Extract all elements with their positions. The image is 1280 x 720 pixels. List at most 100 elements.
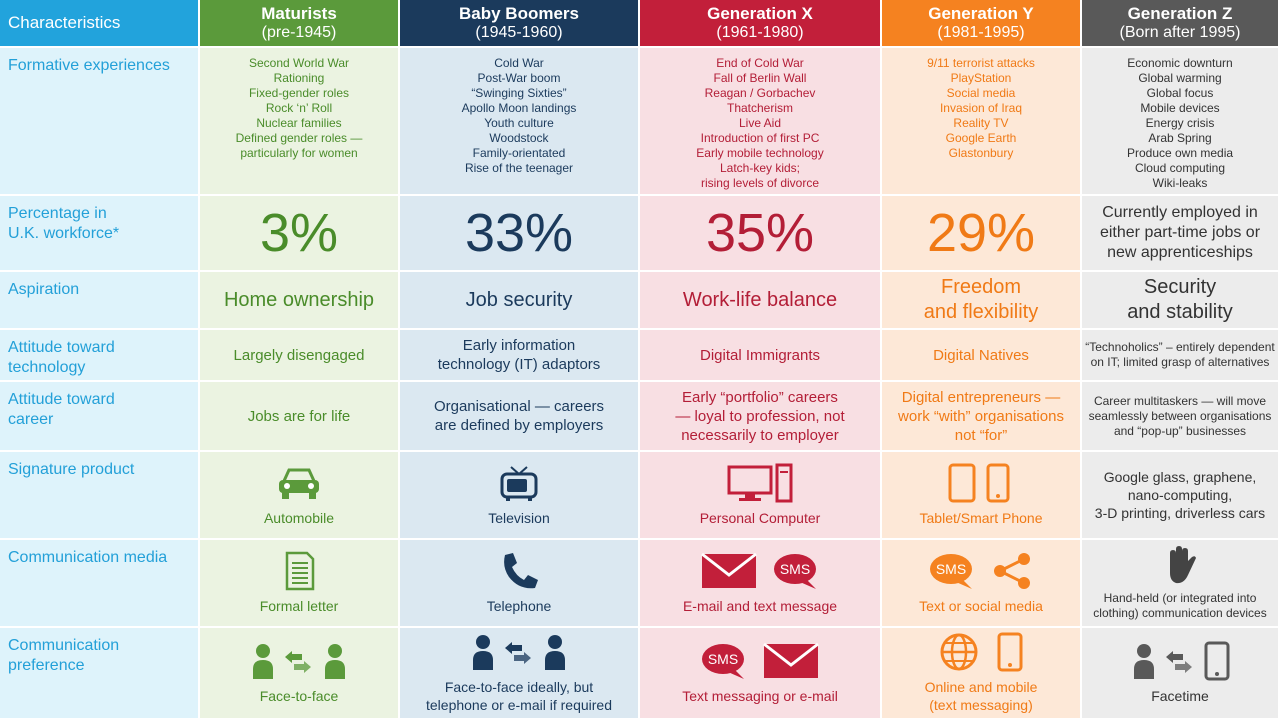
cell-text: Youth culture: [484, 116, 554, 130]
icon-group: [497, 463, 541, 503]
icon-group: SMS: [700, 641, 820, 681]
icon: [1134, 641, 1230, 681]
icon-group: [277, 551, 321, 591]
cell-text: Apollo Moon landings: [461, 101, 577, 115]
generation-period: (1961-1980): [716, 24, 804, 41]
icon: SMS: [930, 554, 972, 589]
cell-text: Work-life balance: [682, 288, 838, 311]
icon: [763, 642, 819, 678]
icon: [309, 492, 316, 499]
icon: [956, 579, 972, 589]
cell-text: particularly for women: [240, 146, 358, 160]
cell-text: Mobile devices: [1140, 101, 1220, 115]
table-cell: SMS E-mail and text message: [640, 540, 882, 628]
cell-text: 35%: [705, 203, 815, 263]
cell-text: Global focus: [1146, 86, 1214, 100]
icon: [701, 552, 757, 577]
cell-text: Produce own media: [1126, 146, 1234, 160]
icon: [1018, 553, 1030, 565]
cell-text: Post-War boom: [477, 71, 561, 85]
icon: [505, 642, 522, 654]
generation-period: (1981-1995): [937, 24, 1025, 41]
cell-text: Reagan / Gorbachev: [704, 86, 816, 100]
table-cell: 33%: [400, 196, 640, 272]
cell-text: and “pop-up” businesses: [1113, 423, 1247, 438]
header-cell: Generation X (1961-1980): [640, 0, 882, 48]
icon: [986, 463, 1010, 503]
row-label: Communication: [8, 637, 120, 654]
cell-text: Social media: [946, 86, 1016, 100]
cell-text: Rock ‘n’ Roll: [265, 101, 333, 115]
cell-text: Jobs are for life: [247, 407, 351, 425]
table-cell: Security and stability: [1082, 272, 1280, 330]
table-cell: Face-to-face ideally, but telephone or e-…: [400, 628, 640, 720]
cell-text: Rise of the teenager: [464, 161, 574, 175]
cell-text: Currently employed in: [1102, 204, 1258, 221]
table-cell: Job security: [400, 272, 640, 330]
row-label-cell: Communication preference: [0, 628, 200, 720]
icon-group: [727, 463, 793, 503]
icon-group: [1130, 641, 1230, 681]
icon: [284, 483, 290, 489]
icon-group: [937, 632, 1025, 672]
icon: [1215, 672, 1219, 676]
table-cell: Economic downturn Global warming Global fo…: [1082, 48, 1280, 196]
cell-text: Fall of Berlin Wall: [713, 71, 807, 85]
icon: [994, 553, 1030, 589]
cell-text: Second World War: [248, 56, 350, 70]
cell-text: “Technoholics” – entirely dependent: [1085, 340, 1275, 354]
row-label: U.K. workforce*: [8, 225, 120, 242]
cell-text: — loyal to profession, not: [675, 407, 845, 425]
icon: [545, 651, 565, 670]
icon-group: [1158, 545, 1202, 585]
table-cell: “Technoholics” – entirely dependent on IT…: [1082, 330, 1280, 382]
cell-text: Facetime: [1151, 688, 1209, 704]
cell-text: Invasion of Iraq: [939, 101, 1023, 115]
cell-text: and flexibility: [923, 301, 1039, 323]
icon: [728, 669, 744, 679]
cell-text: “Swinging Sixties”: [471, 86, 567, 100]
cell-text: Google Earth: [945, 131, 1017, 145]
icon: [774, 554, 816, 584]
icon-group: [469, 632, 569, 672]
cell-text: Google glass, graphene,: [1103, 469, 1257, 485]
cell-text: Freedom: [940, 276, 1022, 298]
icon-group: [946, 463, 1016, 503]
table-cell: Career multitaskers — will move seamlessl…: [1082, 382, 1280, 452]
cell-text: 3-D printing, driverless cars: [1094, 505, 1266, 521]
icon: [279, 468, 319, 499]
generation-name: Generation Y: [928, 4, 1034, 23]
cell-text: Text or social media: [919, 598, 1043, 614]
icon: [504, 553, 538, 589]
row-label: Communication media: [8, 549, 168, 566]
icon: [279, 480, 319, 493]
icon: [948, 463, 1010, 503]
table-cell: End of Cold War Fall of Berlin Wall Reagan…: [640, 48, 882, 196]
table-cell: Face-to-face: [200, 628, 400, 720]
table-cell: Jobs are for life: [200, 382, 400, 452]
cell-text: Television: [488, 510, 550, 526]
table-cell: Tablet/Smart Phone: [882, 452, 1082, 540]
table-cell: Largely disengaged: [200, 330, 400, 382]
icon: SMS: [774, 554, 816, 589]
icon: [500, 472, 538, 499]
generation-name: Generation X: [707, 4, 813, 23]
generation-name: Generation Z: [1127, 4, 1233, 23]
table-cell: Telephone: [400, 540, 640, 628]
generation-period: (pre-1945): [261, 24, 337, 41]
cell-text: Face-to-face: [259, 688, 339, 704]
cell-text: E-mail and text message: [682, 598, 838, 614]
cell-text: Early information: [462, 337, 576, 354]
cell-text: Home ownership: [223, 288, 375, 311]
icon: [473, 635, 565, 670]
icon: [745, 493, 755, 498]
icon: [528, 497, 532, 501]
icon: [256, 644, 270, 658]
cell-text: Early “portfolio” careers: [682, 388, 838, 406]
icon: [800, 579, 816, 589]
table-cell: Digital Natives: [882, 330, 1082, 382]
icon: [285, 651, 302, 663]
row-label: Formative experiences: [8, 57, 170, 74]
icon: [285, 551, 315, 591]
